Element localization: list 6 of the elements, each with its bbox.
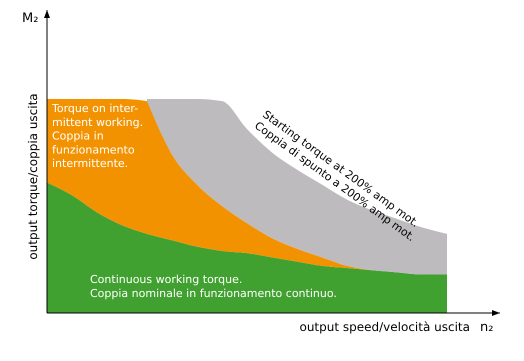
annotation: Torque on inter- mittent working. Coppia in funzionamento intermittente. <box>51 102 144 170</box>
y-axis-title: output torque/coppia uscita <box>26 93 40 260</box>
x-axis-title: output speed/velocità uscita <box>299 320 470 334</box>
annotation: Continuous working torque. Coppia nominale in funzionamento continuo. <box>90 273 337 300</box>
text: n₂ <box>480 320 494 335</box>
text: M₂ <box>22 11 38 26</box>
